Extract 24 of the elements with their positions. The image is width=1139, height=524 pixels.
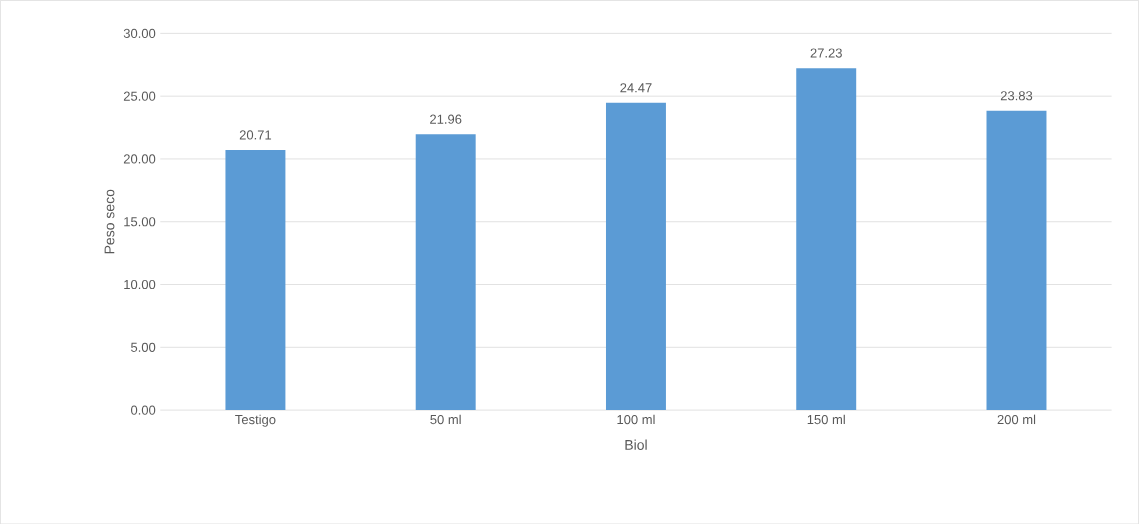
data-label: 27.23	[810, 48, 842, 58]
bar	[415, 134, 476, 410]
y-tick-label: 30.00	[123, 28, 156, 38]
x-tick-label: 150 ml	[807, 414, 845, 424]
data-label: 20.71	[239, 130, 272, 140]
x-tick-label: 200 ml	[997, 414, 1036, 424]
y-tick-label: 0.00	[130, 405, 156, 415]
y-tick-label: 25.00	[123, 91, 156, 101]
y-tick-label: 5.00	[131, 342, 156, 352]
x-axis-title: Biol	[625, 439, 647, 450]
bar	[796, 67, 857, 410]
bar	[225, 149, 286, 410]
data-label: 24.47	[620, 83, 652, 93]
y-tick-label: 10.00	[124, 279, 156, 289]
data-label: 21.96	[430, 114, 462, 124]
x-tick-label: Testigo	[235, 414, 276, 427]
y-tick-label: 15.00	[124, 216, 156, 227]
x-tick-label: 100 ml	[617, 414, 655, 424]
y-tick-label: 20.00	[123, 154, 156, 164]
y-axis-title: Peso seco	[104, 189, 115, 254]
bar	[986, 110, 1047, 410]
data-label: 23.83	[1000, 90, 1033, 101]
bar	[605, 102, 666, 410]
x-tick-label: 50 ml	[430, 414, 461, 424]
